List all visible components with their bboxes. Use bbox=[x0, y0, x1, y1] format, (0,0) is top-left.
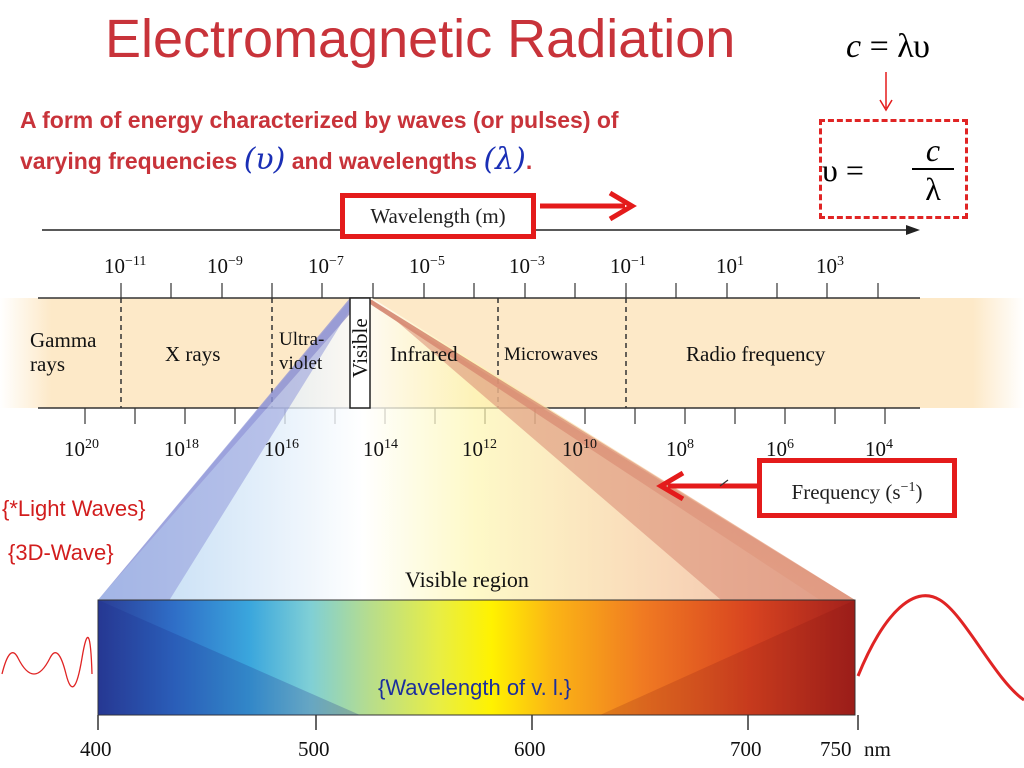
definition-line2-c: . bbox=[525, 148, 533, 174]
region-visible: Visible bbox=[348, 318, 372, 378]
frequency-symbol: (υ) bbox=[243, 142, 286, 177]
formula-c: c bbox=[846, 28, 862, 65]
definition-line1: A form of energy characterized by waves … bbox=[20, 107, 619, 133]
3d-wave-label: {3D-Wave} bbox=[8, 540, 114, 565]
page-title: Electromagnetic Radiation bbox=[105, 9, 736, 69]
frequency-tick: 106 bbox=[766, 437, 794, 461]
formula-equals: = bbox=[861, 28, 898, 65]
definition-line2-a: varying frequencies bbox=[20, 148, 244, 174]
nm-tick: 700 bbox=[730, 737, 762, 761]
wavelength-tick: 10−11 bbox=[104, 254, 147, 278]
nm-tick: 500 bbox=[298, 737, 330, 761]
speed-of-light-formula: c = λυ bbox=[846, 28, 930, 66]
formula-numerator: c bbox=[912, 132, 954, 170]
frequency-tick: 1014 bbox=[363, 437, 398, 461]
frequency-label-box: Frequency (s−1) bbox=[757, 458, 957, 518]
formula-nu-lhs: υ = bbox=[822, 152, 864, 188]
definition-text: A form of energy characterized by waves … bbox=[20, 100, 780, 181]
wavelength-tick: 10−3 bbox=[509, 254, 545, 278]
wavelength-axis-label: Wavelength (m) bbox=[370, 204, 506, 228]
formula-fraction: c λ bbox=[912, 132, 954, 208]
frequency-tick: 1012 bbox=[462, 437, 497, 461]
region-gamma-rays: Gamma rays bbox=[30, 328, 97, 376]
region-radio-frequency: Radio frequency bbox=[686, 342, 826, 366]
formula-rhs: λυ bbox=[897, 28, 930, 65]
wavelength-tick: 10−1 bbox=[610, 254, 646, 278]
definition-line2-b: and wavelengths bbox=[285, 148, 484, 174]
wavelength-tick: 10−7 bbox=[308, 254, 344, 278]
visible-region-label: Visible region bbox=[405, 567, 529, 592]
frequency-tick: 1016 bbox=[264, 437, 299, 461]
frequency-tick: 1018 bbox=[164, 437, 199, 461]
frequency-arrowhead bbox=[656, 470, 685, 502]
frequency-tick: 1010 bbox=[562, 437, 597, 461]
long-wave-icon bbox=[856, 594, 1024, 702]
frequency-tick: 108 bbox=[666, 437, 694, 461]
nm-tick: 750 bbox=[820, 737, 852, 761]
region-ultraviolet: Ultra-violet bbox=[279, 329, 325, 374]
wavelength-axis-arrowhead bbox=[906, 225, 920, 235]
wavelength-symbol: (λ) bbox=[483, 142, 526, 177]
nm-tick: 400 bbox=[80, 737, 112, 761]
wavelength-tick: 103 bbox=[816, 254, 844, 278]
visible-caption: {Wavelength of v. l.} bbox=[378, 675, 572, 700]
short-wave-icon bbox=[1, 636, 93, 688]
nm-tick: 600 bbox=[514, 737, 546, 761]
frequency-axis-label: Frequency (s−1) bbox=[791, 480, 923, 504]
nm-unit: nm bbox=[864, 737, 891, 761]
wavelength-arrowhead bbox=[608, 190, 637, 222]
region-microwaves: Microwaves bbox=[504, 344, 598, 365]
region-x-rays: X rays bbox=[165, 342, 221, 366]
frequency-tick: 1020 bbox=[64, 437, 99, 461]
light-waves-label: {*Light Waves} bbox=[2, 496, 146, 521]
wavelength-tick: 101 bbox=[716, 254, 744, 278]
formula-denominator: λ bbox=[925, 171, 941, 207]
wavelength-tick: 10−9 bbox=[207, 254, 243, 278]
wavelength-label-box: Wavelength (m) bbox=[340, 193, 536, 239]
region-infrared: Infrared bbox=[390, 342, 458, 366]
visible-spectrum-bar bbox=[97, 599, 856, 716]
wavelength-tick: 10−5 bbox=[409, 254, 445, 278]
frequency-formula-box: υ = c λ bbox=[819, 119, 968, 219]
visible-slit bbox=[349, 297, 371, 409]
frequency-tick: 104 bbox=[865, 437, 893, 461]
